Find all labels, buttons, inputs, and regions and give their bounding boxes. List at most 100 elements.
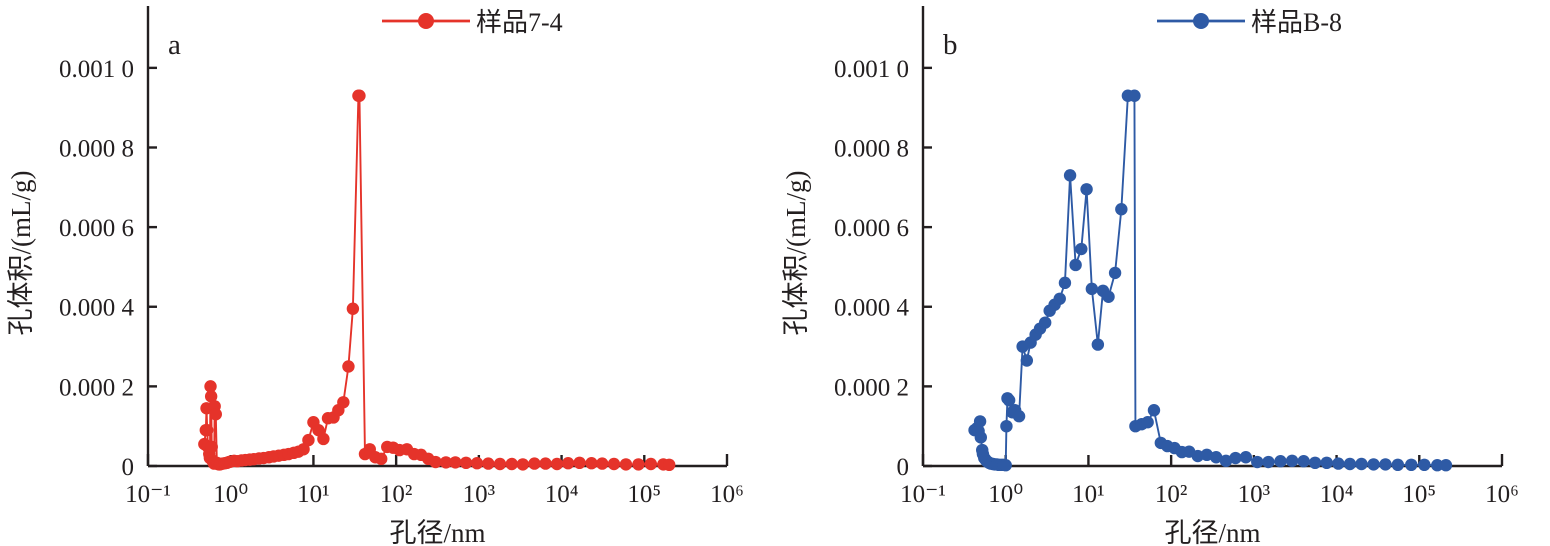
data-point <box>375 452 388 466</box>
data-point <box>1367 458 1380 471</box>
y-axis-ticks: 0 0.000 2 0.000 4 0.000 6 0.000 8 0.001 0 <box>834 56 932 481</box>
x-axis-title: 孔径/nm <box>1164 518 1260 546</box>
data-point <box>1320 456 1333 470</box>
data-point <box>1038 316 1052 329</box>
panel-letter: b <box>943 29 958 61</box>
data-point <box>1297 455 1310 468</box>
data-point <box>632 458 645 471</box>
data-point <box>1053 292 1066 305</box>
data-point <box>205 440 218 454</box>
data-point <box>449 456 462 469</box>
y-tick-label: 0.000 6 <box>59 215 134 242</box>
data-point <box>201 423 214 437</box>
data-point <box>596 457 609 470</box>
x-tick-label: 10⁵ <box>627 481 661 508</box>
data-point <box>550 457 564 471</box>
legend: 样品7-4 <box>382 8 563 37</box>
data-point <box>585 457 598 470</box>
data-point <box>1147 404 1161 417</box>
data-point <box>1200 448 1214 462</box>
data-line <box>203 94 671 466</box>
data-point <box>1012 410 1026 423</box>
legend-marker-icon <box>418 13 434 29</box>
data-point <box>302 433 315 447</box>
data-point <box>1115 203 1128 216</box>
data-point <box>1063 169 1077 182</box>
data-point <box>1058 276 1072 290</box>
data-point <box>297 443 310 456</box>
y-tick-label: 0.000 4 <box>834 295 910 322</box>
y-tick-label: 0 <box>122 454 135 481</box>
y-tick-label: 0 <box>897 454 910 481</box>
x-tick-label: 10² <box>380 481 413 508</box>
data-point <box>619 458 633 471</box>
data-point <box>317 432 330 446</box>
axes <box>146 6 727 468</box>
data-point <box>1085 282 1099 296</box>
data-point <box>1285 454 1299 468</box>
data-point <box>1108 266 1122 280</box>
data-point <box>342 360 355 373</box>
y-axis-ticks: 0 0.000 2 0.000 4 0.000 6 0.000 8 0.001 0 <box>59 56 157 481</box>
x-tick-label: 10⁻¹ <box>900 481 946 508</box>
x-tick-label: 10³ <box>1238 481 1271 508</box>
y-tick-label: 0.001 0 <box>59 56 134 83</box>
data-point <box>1080 183 1093 196</box>
data-point <box>974 431 988 444</box>
x-tick-label: 10⁴ <box>1320 481 1354 508</box>
data-point <box>1069 258 1082 272</box>
data-point <box>1405 458 1418 472</box>
data-point <box>561 457 575 470</box>
data-point <box>516 458 530 471</box>
x-tick-label: 10¹ <box>297 481 330 508</box>
data-point <box>1191 449 1204 463</box>
data-point <box>1308 456 1322 470</box>
data-point <box>1002 394 1016 407</box>
data-point <box>346 302 360 315</box>
y-tick-label: 0.000 8 <box>834 135 909 162</box>
data-point <box>573 456 586 470</box>
data-point <box>539 457 552 470</box>
x-axis-ticks: 10⁻¹ 10⁰ 10¹ 10² 10³ 10⁴ 10⁵ 10⁶ <box>900 454 1519 508</box>
chart-panel-b: 0 0.000 2 0.000 4 0.000 6 0.000 8 0.001 0 10⁻¹… <box>775 0 1550 546</box>
data-point <box>528 457 541 470</box>
data-point <box>1219 454 1233 468</box>
data-point <box>209 408 222 421</box>
x-tick-label: 10² <box>1155 481 1188 508</box>
data-point <box>204 390 218 403</box>
data-point <box>353 89 366 102</box>
y-axis-title: 孔体积/(mL/g) <box>6 171 36 336</box>
data-point <box>1075 242 1088 256</box>
data-point <box>1020 354 1034 367</box>
data-point <box>493 457 507 471</box>
data-point <box>429 455 442 469</box>
x-tick-label: 10⁶ <box>1485 481 1519 508</box>
y-tick-label: 0.000 2 <box>834 374 909 401</box>
data-point <box>1000 419 1013 433</box>
chart-svg: 0 0.000 2 0.000 4 0.000 6 0.000 8 0.001 0 10⁻¹… <box>781 6 1519 546</box>
x-tick-label: 10⁰ <box>988 481 1023 508</box>
panel-letter: a <box>168 29 181 61</box>
data-point <box>470 457 484 470</box>
data-point <box>1343 457 1357 471</box>
data-markers <box>968 89 1453 472</box>
data-point <box>505 457 518 471</box>
data-point <box>1251 455 1264 469</box>
data-point <box>1274 455 1287 468</box>
legend-label: 样品7-4 <box>476 8 563 37</box>
y-tick-label: 0.000 4 <box>59 295 135 322</box>
x-tick-label: 10³ <box>463 481 496 508</box>
data-point <box>439 456 453 469</box>
data-point <box>999 459 1012 472</box>
data-point <box>1379 458 1392 471</box>
x-tick-label: 10⁻¹ <box>125 481 171 508</box>
x-tick-label: 10⁴ <box>545 481 579 508</box>
data-point <box>1091 338 1105 351</box>
y-tick-label: 0.000 2 <box>59 374 134 401</box>
data-point <box>1431 459 1444 472</box>
data-point <box>1239 451 1253 464</box>
y-tick-label: 0.000 8 <box>59 135 134 162</box>
data-markers <box>198 89 676 472</box>
data-point <box>973 415 987 428</box>
